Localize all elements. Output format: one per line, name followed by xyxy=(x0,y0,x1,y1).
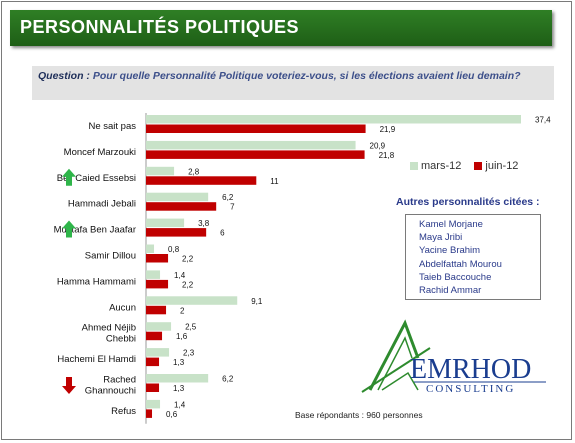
arrow-down-icon xyxy=(62,376,76,394)
category-label: Moncef Marzouki xyxy=(64,147,136,158)
question-label: Question : xyxy=(38,70,90,82)
data-label: 21,9 xyxy=(380,125,396,134)
data-label: 2,3 xyxy=(183,349,195,358)
bar-mars xyxy=(146,322,172,331)
category-label: Rached Ghannouchi xyxy=(85,374,136,396)
others-list: Kamel Morjane Maya Jribi Yacine Brahim A… xyxy=(405,214,541,300)
question-text: Pour quelle Personnalité Politique voter… xyxy=(92,70,521,82)
page-title: PERSONNALITÉS POLITIQUES xyxy=(20,17,300,37)
data-label: 7 xyxy=(230,203,235,212)
category-label: Beji Caied Essebsi xyxy=(57,173,136,184)
arrow-up-icon xyxy=(62,168,76,186)
legend: mars-12 juin-12 xyxy=(410,160,528,172)
data-label: 2,8 xyxy=(188,167,200,176)
bar-mars xyxy=(146,399,161,409)
arrow-up-icon xyxy=(62,220,76,238)
data-label: 21,8 xyxy=(379,151,395,160)
category-label: Hamma Hammami xyxy=(57,276,136,287)
other-name: Taieb Baccouche xyxy=(419,271,492,283)
data-label: 2,2 xyxy=(182,255,194,264)
data-label: 1,4 xyxy=(174,271,186,280)
legend-item-juin: juin-12 xyxy=(474,160,518,172)
bar-mars xyxy=(146,374,209,383)
bar-mars xyxy=(146,192,209,202)
data-label: 11 xyxy=(270,177,279,186)
data-label: 1,3 xyxy=(173,384,185,393)
legend-label-juin: juin-12 xyxy=(485,160,519,172)
category-label: Hammadi Jebali xyxy=(68,199,136,210)
data-label: 9,1 xyxy=(251,297,263,306)
data-label: 37,4 xyxy=(535,116,551,125)
data-label: 1,3 xyxy=(173,358,185,367)
data-label: 0,8 xyxy=(168,245,180,254)
bar-juin xyxy=(146,176,257,185)
bar-mars xyxy=(146,348,170,357)
bar-juin xyxy=(146,202,217,211)
bar-mars xyxy=(146,244,155,253)
legend-swatch-mars xyxy=(410,162,418,171)
data-label: 1,6 xyxy=(176,332,188,341)
emrhod-logo: EMRHOD CONSULTING xyxy=(361,319,546,395)
data-label: 20,9 xyxy=(370,141,386,150)
bar-juin xyxy=(146,279,169,289)
bar-juin xyxy=(146,150,365,159)
data-label: 6,2 xyxy=(222,375,234,384)
logo-subtext: CONSULTING xyxy=(426,383,515,395)
category-label: Samir Dillou xyxy=(85,250,136,261)
bar-mars xyxy=(146,140,356,150)
other-name: Rachid Ammar xyxy=(419,285,482,297)
data-label: 1,4 xyxy=(174,400,186,409)
others-title: Autres personnalités citées : xyxy=(396,196,540,208)
bar-mars xyxy=(146,166,175,176)
other-name: Kamel Morjane xyxy=(419,219,483,230)
bar-juin xyxy=(146,228,207,237)
other-name: Abdelfattah Mourou xyxy=(419,258,502,270)
bar-juin xyxy=(146,254,169,263)
category-label: Ne sait pas xyxy=(88,121,136,132)
bar-juin xyxy=(146,305,167,315)
other-name: Yacine Brahim xyxy=(419,245,481,257)
data-label: 3,8 xyxy=(198,219,210,228)
base-note: Base répondants : 960 personnes xyxy=(295,410,423,420)
data-label: 0,6 xyxy=(166,410,178,419)
legend-label-mars: mars-12 xyxy=(421,160,462,172)
bar-mars xyxy=(146,296,238,305)
data-label: 6,2 xyxy=(222,193,234,202)
category-label: Hachemi El Hamdi xyxy=(57,354,136,365)
data-label: 2 xyxy=(180,306,185,315)
bar-juin xyxy=(146,409,153,418)
bar-juin xyxy=(146,331,163,341)
category-label: Mustafa Ben Jaafar xyxy=(54,225,136,236)
category-label: Aucun xyxy=(109,302,136,313)
data-label: 2,2 xyxy=(182,280,194,289)
question-box: Question : Pour quelle Personnalité Poli… xyxy=(32,66,554,100)
category-label: Refus xyxy=(111,406,136,417)
bar-juin xyxy=(146,383,160,392)
data-label: 6 xyxy=(220,229,225,238)
legend-item-mars: mars-12 xyxy=(410,160,461,172)
bar-mars xyxy=(146,115,521,124)
bar-mars xyxy=(146,270,161,279)
bar-juin xyxy=(146,124,366,133)
logo-mark xyxy=(361,319,431,393)
title-banner: PERSONNALITÉS POLITIQUES xyxy=(10,10,552,46)
bar-juin xyxy=(146,357,160,367)
legend-swatch-juin xyxy=(474,162,483,171)
category-label: Ahmed Néjib Chebbi xyxy=(82,323,136,345)
data-label: 2,5 xyxy=(185,323,197,332)
logo-text: EMRHOD xyxy=(410,354,531,385)
other-name: Maya Jribi xyxy=(419,232,463,244)
bar-mars xyxy=(146,218,185,228)
